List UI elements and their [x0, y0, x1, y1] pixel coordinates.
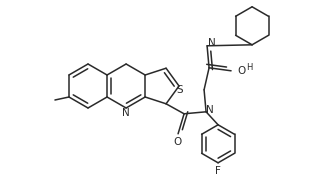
Text: N: N	[208, 38, 216, 48]
Text: N: N	[122, 108, 130, 118]
Text: H: H	[246, 63, 252, 72]
Text: F: F	[215, 166, 221, 176]
Text: O: O	[237, 66, 245, 76]
Text: N: N	[206, 105, 214, 115]
Text: S: S	[177, 85, 183, 95]
Text: O: O	[173, 137, 181, 147]
